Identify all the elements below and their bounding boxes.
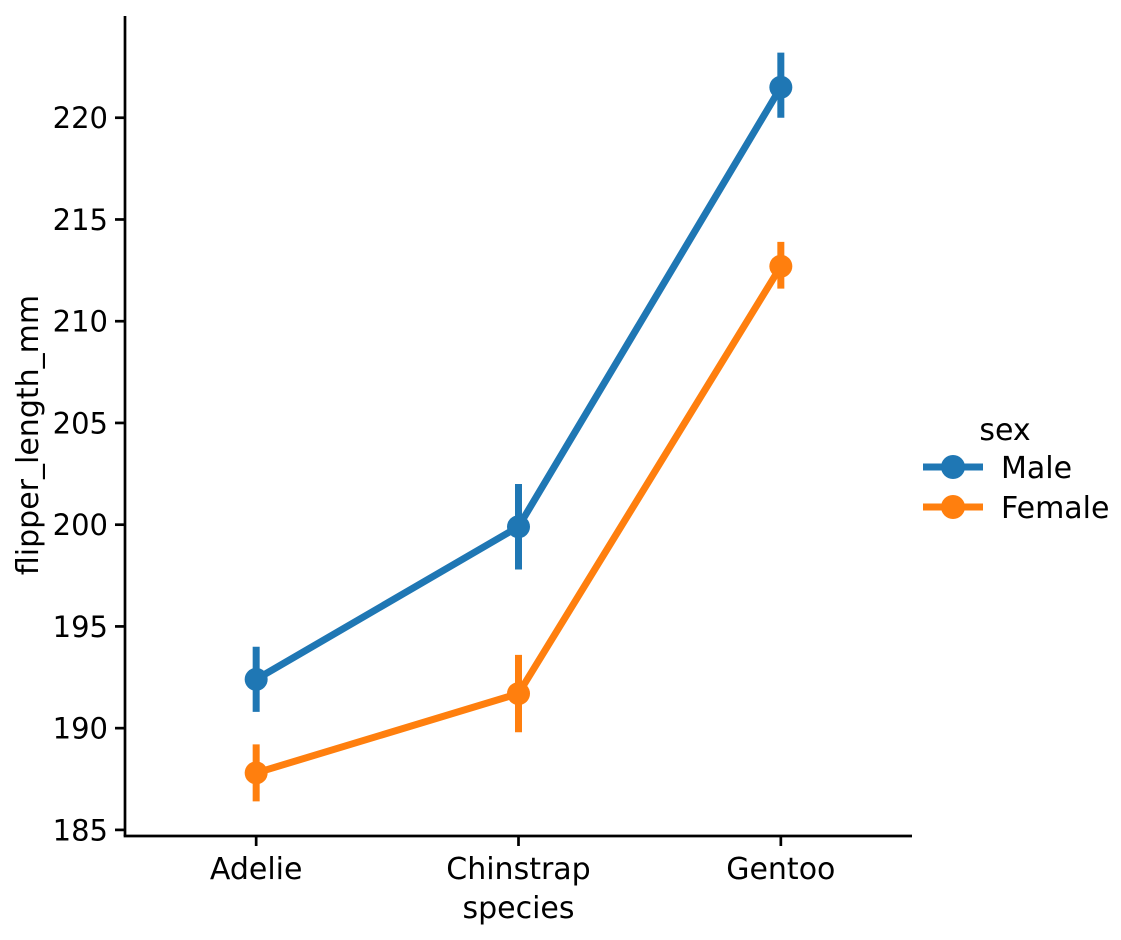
y-tick-label: 215	[53, 203, 108, 237]
legend-marker-male-icon	[941, 455, 965, 479]
data-point-male-gentoo	[769, 75, 793, 99]
x-tick-label: Chinstrap	[446, 852, 590, 887]
data-point-male-adelie	[244, 667, 268, 691]
series-male	[244, 52, 793, 712]
x-tick-label: Gentoo	[726, 852, 835, 887]
legend-item-female: Female	[923, 491, 1109, 526]
y-tick-label: 205	[53, 406, 108, 440]
y-tick-label: 210	[53, 305, 108, 339]
x-axis-label: species	[462, 891, 574, 926]
series-female	[244, 241, 793, 802]
series-layer	[244, 52, 793, 802]
legend-marker-female-icon	[941, 495, 965, 519]
y-tick-label: 185	[53, 813, 108, 847]
data-point-male-chinstrap	[507, 515, 530, 539]
y-tick-label: 220	[53, 101, 108, 135]
legend-title: sex	[979, 413, 1030, 448]
y-tick-label: 195	[53, 610, 108, 644]
legend-label-female: Female	[1001, 491, 1109, 526]
y-tick-label: 190	[53, 712, 108, 746]
x-tick-label: Adelie	[210, 852, 303, 887]
y-tick-label: 200	[53, 508, 108, 542]
axes-layer: 185 190 195 200 205 210 215 220 Adelie Chinstrap G…	[11, 16, 912, 926]
legend-label-male: Male	[1001, 451, 1072, 486]
series-line-male	[252, 83, 785, 683]
data-point-female-gentoo	[769, 254, 793, 278]
legend-item-male: Male	[923, 451, 1072, 486]
data-point-female-adelie	[244, 761, 268, 785]
data-point-female-chinstrap	[507, 682, 530, 706]
y-axis-label: flipper_length_mm	[11, 295, 46, 575]
